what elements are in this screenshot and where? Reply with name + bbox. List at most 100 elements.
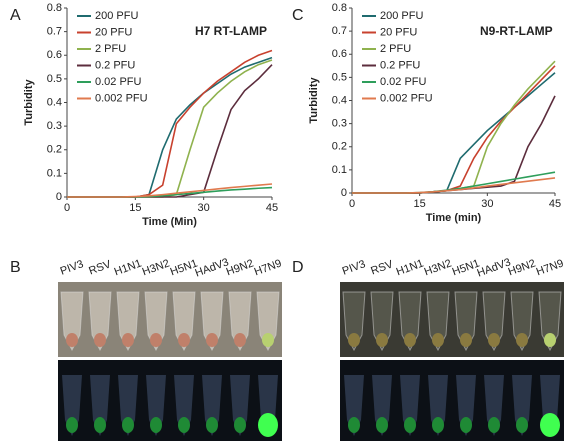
x-axis-title: Time (min) [426, 212, 482, 224]
legend-label: 2 PFU [380, 43, 411, 55]
y-tick-label: 0.6 [332, 48, 347, 60]
series-line [67, 49, 273, 198]
tube-fluor [540, 413, 560, 437]
tube-liquid [94, 333, 106, 347]
tube-liquid [178, 333, 190, 347]
tube-fluor [94, 417, 106, 433]
x-tick-label: 45 [266, 202, 278, 214]
legend-label: 0.2 PFU [380, 59, 420, 71]
legend-label: 0.002 PFU [95, 92, 148, 104]
tube-fluor [404, 417, 416, 433]
tube-fluor [66, 417, 78, 433]
tube-fluor [178, 417, 190, 433]
y-tick-label: 0.2 [47, 144, 62, 156]
tube-label: H1N1 [113, 257, 144, 278]
series-line [67, 186, 273, 198]
y-tick-label: 0.8 [332, 2, 347, 14]
tube-liquid [122, 333, 134, 347]
legend-label: 20 PFU [380, 26, 417, 38]
panel-label: B [10, 259, 21, 276]
y-tick-label: 0.7 [47, 26, 62, 38]
y-tick-label: 0.1 [47, 167, 62, 179]
tube-fluor [348, 417, 360, 433]
chart-title: H7 RT-LAMP [195, 24, 267, 38]
tube-fluor [488, 417, 500, 433]
panel-label: D [292, 259, 304, 276]
tube-label: H9N2 [507, 257, 538, 278]
series-line [352, 177, 556, 194]
tube-liquid [404, 333, 416, 347]
panel-label: A [10, 7, 21, 24]
panel-label: C [292, 7, 304, 24]
y-tick-label: 0.4 [47, 96, 62, 108]
tube-liquid [150, 333, 162, 347]
tube-liquid [66, 333, 78, 347]
x-tick-label: 0 [64, 202, 70, 214]
y-axis-title: Turbidity [308, 77, 320, 124]
tube-fluor [206, 417, 218, 433]
tube-liquid [516, 333, 528, 347]
tube-liquid [488, 333, 500, 347]
y-tick-label: 0.8 [47, 2, 62, 14]
tube-liquid [206, 333, 218, 347]
tube-liquid [432, 333, 444, 347]
x-tick-label: 45 [549, 198, 561, 210]
legend-label: 2 PFU [95, 43, 126, 55]
y-tick-label: 0 [341, 187, 347, 199]
series-line [352, 72, 556, 194]
x-tick-label: 15 [129, 202, 141, 214]
x-axis-title: Time (Min) [142, 216, 197, 228]
legend-label: 0.02 PFU [380, 76, 427, 88]
tube-fluor [258, 413, 278, 437]
y-tick-label: 0.5 [332, 71, 347, 83]
tube-label: RSV [87, 258, 113, 277]
tube-label: H3N2 [423, 257, 454, 278]
photo-bottom [58, 360, 282, 441]
legend-label: 200 PFU [380, 10, 423, 22]
tube-liquid [234, 333, 246, 347]
tube-fluor [516, 417, 528, 433]
tube-label: RSV [369, 258, 395, 277]
chart-title: N9-RT-LAMP [480, 24, 553, 38]
tube-liquid [544, 333, 556, 347]
tube-fluor [150, 417, 162, 433]
legend-label: 0.002 PFU [380, 92, 433, 104]
x-tick-label: 0 [349, 198, 355, 210]
y-tick-label: 0.5 [47, 73, 62, 85]
tube-fluor [432, 417, 444, 433]
y-tick-label: 0.3 [47, 120, 62, 132]
tube-label: PIV3 [59, 258, 86, 277]
legend-label: 0.2 PFU [95, 59, 135, 71]
tube-fluor [460, 417, 472, 433]
tube-label: H9N2 [225, 257, 256, 278]
x-tick-label: 30 [198, 202, 210, 214]
legend-label: 0.02 PFU [95, 76, 142, 88]
y-tick-label: 0.4 [332, 94, 347, 106]
x-tick-label: 30 [481, 198, 493, 210]
y-tick-label: 0.3 [332, 118, 347, 130]
tube-label: PIV3 [341, 258, 368, 277]
x-tick-label: 15 [414, 198, 426, 210]
y-axis-title: Turbidity [23, 79, 35, 126]
y-tick-label: 0 [56, 191, 62, 203]
tube-label: H3N2 [141, 257, 172, 278]
tube-label: H7N9 [253, 257, 284, 278]
tube-fluor [122, 417, 134, 433]
tube-fluor [376, 417, 388, 433]
tube-label: H1N1 [395, 257, 426, 278]
legend-label: 200 PFU [95, 10, 138, 22]
tube-liquid [460, 333, 472, 347]
tube-fluor [234, 417, 246, 433]
y-tick-label: 0.2 [332, 141, 347, 153]
y-tick-label: 0.6 [47, 49, 62, 61]
series-line [67, 183, 273, 198]
tube-liquid [348, 333, 360, 347]
y-tick-label: 0.1 [332, 164, 347, 176]
tube-liquid [376, 333, 388, 347]
legend-label: 20 PFU [95, 26, 132, 38]
tube-liquid [262, 333, 274, 347]
photo-bottom [340, 360, 564, 441]
series-line [352, 95, 556, 194]
